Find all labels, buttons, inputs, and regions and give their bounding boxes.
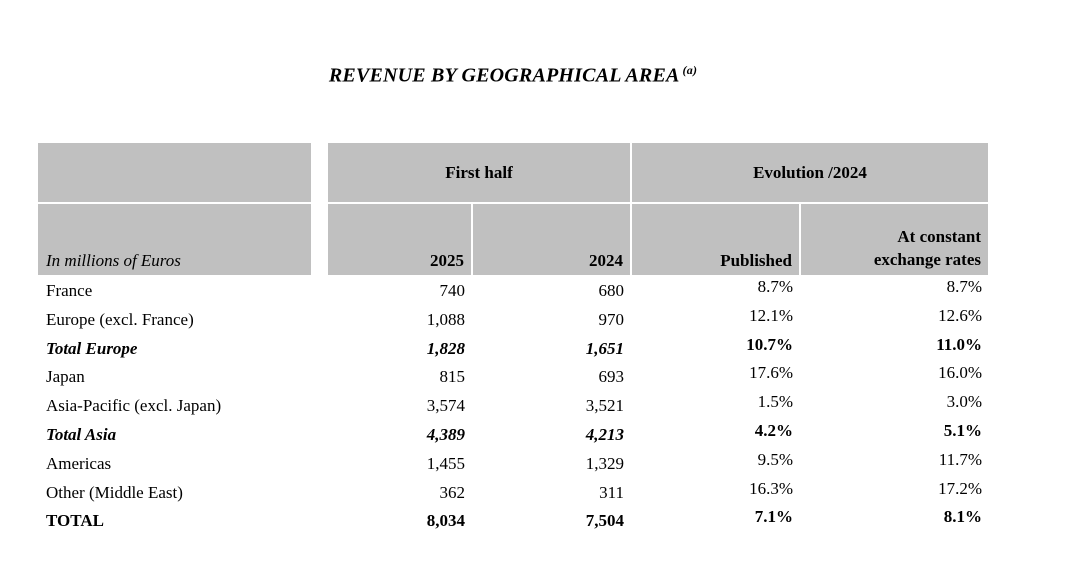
- table-row: Americas 1,455 1,329 9.5% 11.7%: [38, 450, 988, 479]
- row-label: France: [46, 281, 93, 300]
- value-published: 1.5%: [757, 392, 793, 412]
- value-2025: 8,034: [426, 511, 465, 531]
- value-published: 12.1%: [749, 305, 793, 325]
- revenue-table: First half Evolution /2024 In millions o…: [38, 143, 988, 536]
- value-2025: 4,389: [426, 424, 465, 444]
- value-constant: 11.7%: [938, 449, 982, 469]
- row-label: Americas: [46, 453, 112, 473]
- title-footnote-ref: (a): [682, 63, 698, 77]
- value-2024: 4,213: [585, 424, 624, 444]
- value-constant: 3.0%: [946, 392, 982, 412]
- value-2025: 1,455: [426, 453, 465, 473]
- value-2025: 740: [439, 281, 466, 300]
- row-label: Asia-Pacific (excl. Japan): [46, 396, 222, 416]
- value-constant: 11.0%: [936, 334, 982, 354]
- value-published: 16.3%: [749, 478, 793, 498]
- value-2025: 362: [439, 482, 466, 502]
- value-constant: 5.1%: [943, 420, 982, 440]
- header-col-constant-label: At constant exchange rates: [873, 227, 981, 269]
- value-2025: 1,828: [426, 338, 465, 358]
- row-label: Other (Middle East): [46, 482, 183, 502]
- row-label: Europe (excl. France): [46, 309, 194, 329]
- value-2024: 311: [599, 482, 624, 502]
- value-published: 7.1%: [754, 507, 793, 527]
- header-col-2025: 2025: [328, 204, 471, 275]
- header-group-first-half: First half: [328, 143, 630, 202]
- table-row: Japan 815 693 17.6% 16.0%: [38, 363, 988, 392]
- value-published: 17.6%: [749, 363, 793, 383]
- row-label: TOTAL: [46, 511, 104, 531]
- header-corner-top: [38, 143, 311, 202]
- value-constant: 8.1%: [943, 507, 982, 527]
- table-row: Asia-Pacific (excl. Japan) 3,574 3,521 1.5%…: [38, 392, 988, 421]
- value-2024: 7,504: [585, 511, 624, 531]
- table-row: France 740 680 8.7% 8.7%: [38, 277, 988, 306]
- page-title: REVENUE BY GEOGRAPHICAL AREA (a): [38, 63, 988, 88]
- row-label: Total Asia: [46, 424, 117, 444]
- table-row: Europe (excl. France) 1,088 970 12.1% 12.6%: [38, 306, 988, 335]
- value-2024: 1,329: [585, 453, 624, 473]
- value-2025: 1,088: [426, 309, 465, 329]
- header-group-evolution: Evolution /2024: [632, 143, 988, 202]
- value-constant: 16.0%: [938, 363, 982, 383]
- row-label: Total Europe: [46, 338, 138, 358]
- value-constant: 12.6%: [938, 305, 982, 325]
- header-col-constant: At constant exchange rates: [801, 204, 988, 275]
- value-2024: 693: [598, 367, 625, 387]
- value-constant: 8.7%: [946, 277, 982, 296]
- header-col-published: Published: [632, 204, 799, 275]
- value-published: 10.7%: [746, 334, 793, 354]
- table-row: Other (Middle East) 362 311 16.3% 17.2%: [38, 479, 988, 508]
- table-row: Total Asia 4,389 4,213 4.2% 5.1%: [38, 421, 988, 450]
- title-text: REVENUE BY GEOGRAPHICAL AREA: [328, 64, 680, 87]
- table-body: France 740 680 8.7% 8.7% Europe (excl. France…: [38, 277, 988, 536]
- header-corner-label: In millions of Euros: [38, 204, 311, 275]
- table-row: TOTAL 8,034 7,504 7.1% 8.1%: [38, 507, 988, 536]
- row-label: Japan: [46, 367, 85, 387]
- table-row: Total Europe 1,828 1,651 10.7% 11.0%: [38, 335, 988, 364]
- value-2025: 815: [439, 367, 466, 387]
- header-col-2024: 2024: [473, 204, 630, 275]
- value-published: 8.7%: [757, 277, 793, 296]
- value-published: 9.5%: [757, 449, 793, 469]
- value-2024: 680: [598, 281, 625, 300]
- value-2024: 3,521: [585, 396, 624, 416]
- value-2024: 970: [598, 309, 625, 329]
- value-published: 4.2%: [754, 420, 793, 440]
- value-2024: 1,651: [585, 338, 624, 358]
- value-constant: 17.2%: [938, 478, 982, 498]
- value-2025: 3,574: [426, 396, 465, 416]
- table-header: First half Evolution /2024 In millions o…: [38, 143, 988, 275]
